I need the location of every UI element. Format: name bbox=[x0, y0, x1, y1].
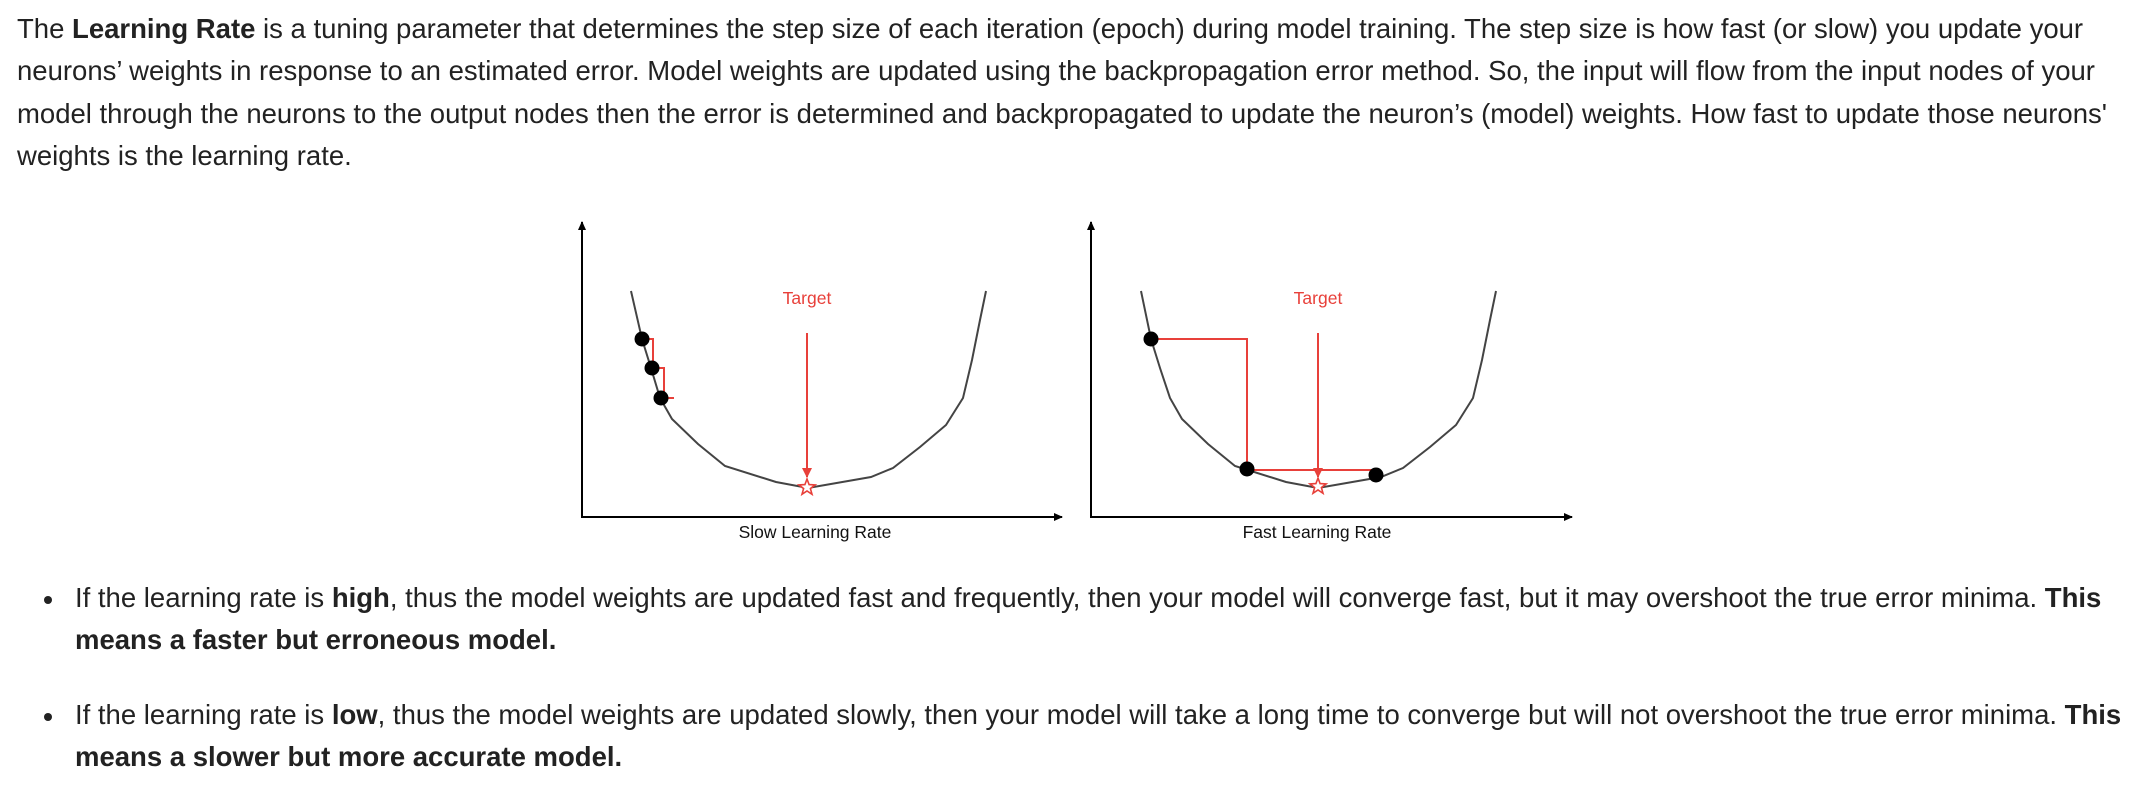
fast-step-path bbox=[1151, 338, 1376, 471]
bullet-text: If the learning rate is bbox=[75, 698, 332, 730]
learning-rate-bullets: If the learning rate is high, thus the m… bbox=[0, 577, 2150, 810]
fast-learning-rate-panel: Target Fast Learning Rate bbox=[1087, 221, 1573, 542]
learning-rate-figure: Target Slow Learning Rate Target Fast Le… bbox=[578, 221, 1573, 542]
fast-step-point-1 bbox=[1143, 331, 1159, 347]
bullet-keyword: low bbox=[331, 698, 378, 730]
intro-text-start: The bbox=[17, 13, 73, 44]
intro-text-rest: is a tuning parameter that determines th… bbox=[17, 13, 2107, 171]
slow-target-star-icon bbox=[796, 476, 818, 497]
intro-paragraph: The Learning Rate is a tuning parameter … bbox=[17, 8, 2137, 177]
slow-x-axis-label: Slow Learning Rate bbox=[739, 522, 892, 542]
fast-x-axis-label: Fast Learning Rate bbox=[1243, 522, 1392, 542]
fast-step-point-3 bbox=[1368, 467, 1384, 483]
slow-step-point-3 bbox=[653, 390, 669, 406]
fast-target-star-icon bbox=[1307, 475, 1329, 496]
learning-rate-term: Learning Rate bbox=[72, 13, 256, 44]
bullet-text: , thus the model weights are updated slo… bbox=[377, 698, 2065, 730]
slow-learning-rate-panel: Target Slow Learning Rate bbox=[578, 221, 1063, 542]
bullet-dot-icon bbox=[44, 712, 52, 721]
bullet-conclusion: This means a slower but more accurate mo… bbox=[75, 698, 2122, 772]
bullet-text: If the learning rate is bbox=[75, 582, 332, 613]
slow-error-curve bbox=[630, 290, 987, 490]
list-item-high: If the learning rate is high, thus the m… bbox=[0, 577, 2135, 662]
bullet-dot-icon bbox=[44, 596, 52, 604]
bullet-keyword: high bbox=[331, 582, 390, 613]
bullet-conclusion: This means a faster but erroneous model. bbox=[75, 582, 2102, 656]
slow-step-point-2 bbox=[644, 360, 660, 376]
slow-step-point-1 bbox=[634, 331, 650, 347]
slow-target-label: Target bbox=[783, 288, 832, 308]
bullet-text: , thus the model weights are updated fas… bbox=[389, 582, 2045, 613]
fast-target-label: Target bbox=[1294, 288, 1343, 308]
list-item-low: If the learning rate is low, thus the mo… bbox=[0, 694, 2135, 779]
fast-step-point-2 bbox=[1239, 461, 1255, 477]
